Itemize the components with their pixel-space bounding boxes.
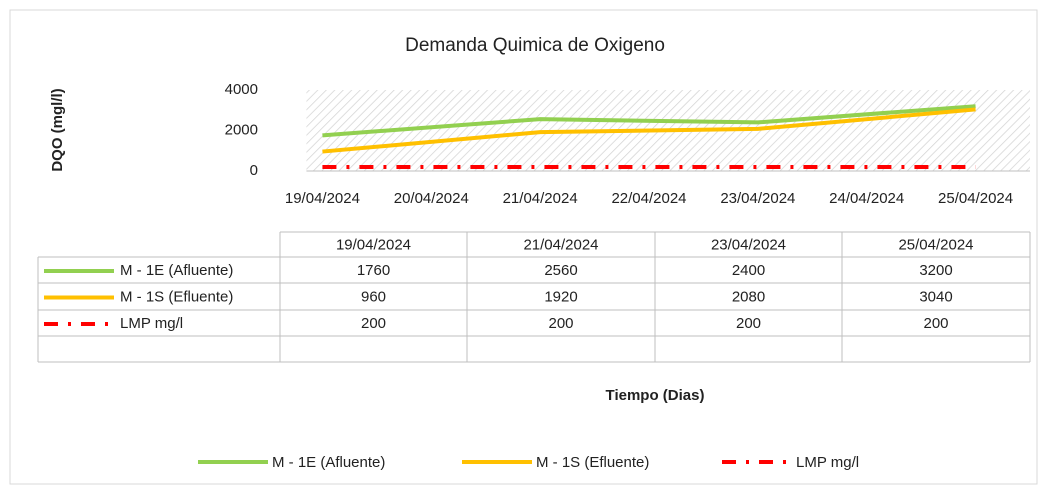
table-header: 23/04/2024 <box>711 236 786 253</box>
table-cell: 2560 <box>544 262 577 279</box>
y-tick-label: 4000 <box>225 81 258 98</box>
table-header: 25/04/2024 <box>898 236 973 253</box>
table-cell: 960 <box>361 288 386 305</box>
chart-border <box>9 9 1038 485</box>
table-row-label: M - 1E (Afluente) <box>120 262 233 279</box>
table-cell: 200 <box>736 315 761 332</box>
table-cell: 200 <box>923 315 948 332</box>
x-tick-label: 24/04/2024 <box>829 190 904 207</box>
series-line <box>322 104 976 138</box>
table-cell: 200 <box>548 315 573 332</box>
table-cell: 200 <box>361 315 386 332</box>
table-cell: 2400 <box>732 262 765 279</box>
chart-title: Demanda Quimica de Oxigeno <box>405 35 665 56</box>
x-tick-label: 25/04/2024 <box>938 190 1013 207</box>
x-tick-label: 23/04/2024 <box>720 190 795 207</box>
x-tick-label: 22/04/2024 <box>611 190 686 207</box>
table-row-label: LMP mg/l <box>120 315 183 332</box>
legend-label: M - 1E (Afluente) <box>272 454 385 471</box>
series-line <box>322 107 976 154</box>
x-tick-label: 21/04/2024 <box>503 190 578 207</box>
legend-label: M - 1S (Efluente) <box>536 454 649 471</box>
x-tick-label: 20/04/2024 <box>394 190 469 207</box>
table-header: 19/04/2024 <box>336 236 411 253</box>
table-cell: 1760 <box>357 262 390 279</box>
table-header: 21/04/2024 <box>523 236 598 253</box>
table-row-label: M - 1S (Efluente) <box>120 288 233 305</box>
x-axis-title: Tiempo (Dias) <box>606 387 705 404</box>
table-cell: 1920 <box>544 288 577 305</box>
y-tick-label: 2000 <box>225 121 258 138</box>
table-cell: 3040 <box>919 288 952 305</box>
table-cell: 2080 <box>732 288 765 305</box>
y-tick-label: 0 <box>250 162 258 179</box>
x-tick-label: 19/04/2024 <box>285 190 360 207</box>
y-axis-title: DQO (mgl/l) <box>49 88 66 171</box>
legend-label: LMP mg/l <box>796 454 859 471</box>
table-cell: 3200 <box>919 262 952 279</box>
